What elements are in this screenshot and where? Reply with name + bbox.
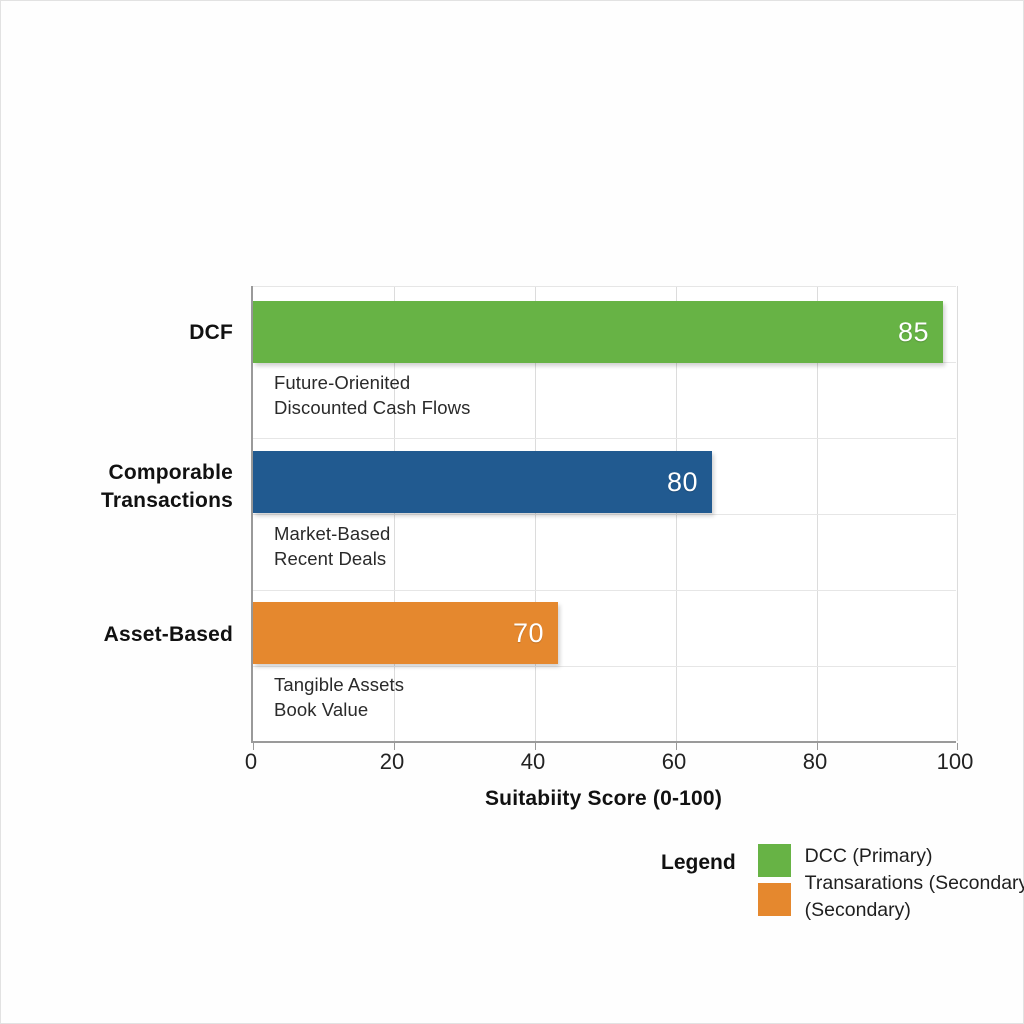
gridline-y-5 <box>253 666 956 667</box>
xtick-label-80: 80 <box>802 749 828 774</box>
legend: Legend DCC (Primary) Transarations (Seco… <box>661 841 1024 924</box>
gridline-x-20 <box>394 286 395 741</box>
ytick-label-comporable-transactions: Comporable Transactions <box>1 459 233 514</box>
bar-dcf[interactable]: 85 <box>253 301 943 363</box>
bar-asset-based[interactable]: 70 <box>253 602 558 664</box>
legend-label-primary: DCC (Primary) <box>804 845 933 867</box>
xtick-mark-60 <box>676 743 677 750</box>
bar-comporable-transactions[interactable]: 80 <box>253 451 712 513</box>
gridline-y-0 <box>253 286 956 287</box>
xtick-label-20: 20 <box>379 749 405 774</box>
legend-label-secondary: Transarations (Secondary <box>804 871 1024 894</box>
gridline-x-40 <box>535 286 536 741</box>
bar-value-dcf: 85 <box>897 316 929 347</box>
gridline-x-100 <box>957 286 958 741</box>
ytick-label-dcf: DCF <box>1 319 233 347</box>
annotation-comporable-transactions: Market-Based Recent Deals <box>274 523 391 570</box>
legend-swatch-secondary[interactable] <box>757 883 791 916</box>
xtick-label-60: 60 <box>661 749 687 774</box>
xtick-mark-80 <box>817 743 818 750</box>
legend-labels: DCC (Primary) Transarations (Secondary (… <box>805 841 1024 924</box>
bar-value-asset-based: 70 <box>512 617 544 648</box>
xtick-mark-100 <box>957 743 958 750</box>
legend-title: Legend <box>661 851 736 874</box>
gridline-x-60 <box>676 286 677 741</box>
xtick-label-0: 0 <box>244 749 258 774</box>
xaxis-title: Suitabiity Score (0-100) <box>484 787 723 810</box>
xtick-label-40: 40 <box>520 749 546 774</box>
legend-swatches <box>757 841 791 922</box>
ytick-label-comporable-line1: Comporable <box>108 461 233 484</box>
gridline-x-80 <box>817 286 818 741</box>
xtick-mark-0 <box>253 743 254 750</box>
ytick-label-asset-based: Asset-Based <box>1 621 233 649</box>
gridline-y-3 <box>253 514 956 515</box>
bar-value-comporable-transactions: 80 <box>666 466 698 497</box>
legend-label-secondary-cont: (Secondary) <box>804 898 911 921</box>
gridline-y-4 <box>253 590 956 591</box>
annotation-asset-based: Tangible Assets Book Value <box>274 674 405 721</box>
ytick-label-comporable-line2: Transactions <box>101 488 233 512</box>
xtick-label-100: 100 <box>936 749 974 774</box>
xtick-mark-20 <box>394 743 395 750</box>
legend-swatch-primary[interactable] <box>757 844 791 877</box>
xtick-mark-40 <box>535 743 536 750</box>
ytick-label-asset-based-text: Asset-Based <box>103 623 233 646</box>
plot-area: 85 80 70 Future-Orienited Discounted Cas… <box>251 286 958 750</box>
gridline-y-2 <box>253 438 956 439</box>
annotation-dcf: Future-Orienited Discounted Cash Flows <box>274 372 471 419</box>
ytick-label-dcf-text: DCF <box>189 321 233 344</box>
